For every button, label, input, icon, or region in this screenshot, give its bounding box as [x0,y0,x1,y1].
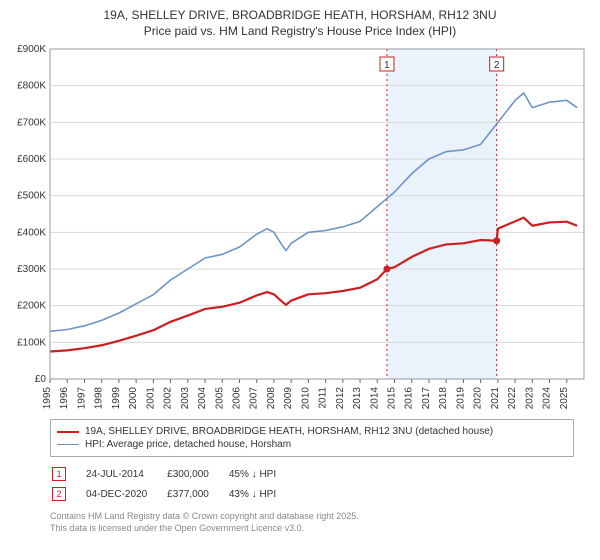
y-tick-label: £700K [17,118,46,129]
x-tick-label: 2024 [542,387,553,410]
x-tick-label: 2023 [524,387,535,410]
marker-dot [493,237,500,244]
x-tick-label: 1995 [42,387,53,410]
plot-bg [50,49,584,379]
x-tick-label: 2014 [369,387,380,410]
y-tick-label: £900K [17,44,46,55]
marker-box-icon: 2 [52,487,66,501]
y-tick-label: £500K [17,191,46,202]
title-line2: Price paid vs. HM Land Registry's House … [144,24,456,38]
y-tick-label: £200K [17,301,46,312]
marker-date-cell: 24-JUL-2014 [86,465,165,483]
x-tick-label: 2007 [249,387,260,410]
x-tick-label: 2016 [404,387,415,410]
x-tick-label: 2005 [214,387,225,410]
legend-label: 19A, SHELLEY DRIVE, BROADBRIDGE HEATH, H… [85,426,493,437]
y-tick-label: £0 [35,374,47,385]
x-tick-label: 2019 [455,387,466,410]
x-tick-label: 1996 [59,387,70,410]
shaded-band [387,49,497,379]
x-tick-label: 2002 [163,387,174,410]
x-tick-label: 2021 [490,387,501,410]
chart-area: £0 £100K £200K £300K £400K £500K £600K £700K £80… [8,43,592,413]
x-tick-label: 2008 [266,387,277,410]
x-tick-label: 2003 [180,387,191,410]
footer-line1: Contains HM Land Registry data © Crown c… [50,511,359,521]
x-tick-label: 2025 [559,387,570,410]
marker-date-cell: 04-DEC-2020 [86,485,165,503]
x-tick-label: 1997 [76,387,87,410]
y-tick-label: £600K [17,154,46,165]
x-tick-label: 2017 [421,387,432,410]
x-tick-label: 2009 [283,387,294,410]
legend-swatch [57,431,79,433]
marker-num-cell: 2 [52,485,84,503]
marker-flag-num: 1 [384,60,390,71]
marker-table: 1 24-JUL-2014£300,00045% ↓ HPI 2 04-DEC-202… [50,463,296,505]
legend-row: HPI: Average price, detached house, Hors… [57,439,567,450]
x-tick-label: 2015 [387,387,398,410]
x-tick-label: 2000 [128,387,139,410]
legend-swatch [57,444,79,445]
marker-num-cell: 1 [52,465,84,483]
marker-delta-cell: 45% ↓ HPI [229,465,294,483]
marker-dot [383,266,390,273]
marker-delta-cell: 43% ↓ HPI [229,485,294,503]
x-tick-label: 2004 [197,387,208,410]
x-tick-label: 1999 [111,387,122,410]
marker-box-icon: 1 [52,467,66,481]
chart-title: 19A, SHELLEY DRIVE, BROADBRIDGE HEATH, H… [8,8,592,39]
legend-label: HPI: Average price, detached house, Hors… [85,439,291,450]
x-tick-label: 2012 [335,387,346,410]
marker-row: 1 24-JUL-2014£300,00045% ↓ HPI [52,465,294,483]
marker-price-cell: £300,000 [167,465,227,483]
x-tick-label: 2010 [300,387,311,410]
x-tick-label: 2006 [231,387,242,410]
y-tick-label: £400K [17,228,46,239]
attribution-footer: Contains HM Land Registry data © Crown c… [50,511,574,534]
footer-line2: This data is licensed under the Open Gov… [50,523,304,533]
marker-flag-num: 2 [494,60,500,71]
x-tick-label: 2018 [438,387,449,410]
x-tick-label: 2020 [473,387,484,410]
marker-row: 2 04-DEC-2020£377,00043% ↓ HPI [52,485,294,503]
chart-svg: £0 £100K £200K £300K £400K £500K £600K £700K £80… [8,43,592,413]
legend: 19A, SHELLEY DRIVE, BROADBRIDGE HEATH, H… [50,419,574,457]
x-tick-label: 2011 [318,387,329,409]
x-tick-label: 2013 [352,387,363,410]
legend-row: 19A, SHELLEY DRIVE, BROADBRIDGE HEATH, H… [57,426,567,437]
title-line1: 19A, SHELLEY DRIVE, BROADBRIDGE HEATH, H… [104,8,497,22]
x-tick-label: 1998 [94,387,105,410]
x-tick-label: 2022 [507,387,518,410]
marker-price-cell: £377,000 [167,485,227,503]
y-tick-label: £300K [17,264,46,275]
y-tick-label: £800K [17,81,46,92]
y-tick-label: £100K [17,338,46,349]
x-tick-label: 2001 [145,387,156,410]
